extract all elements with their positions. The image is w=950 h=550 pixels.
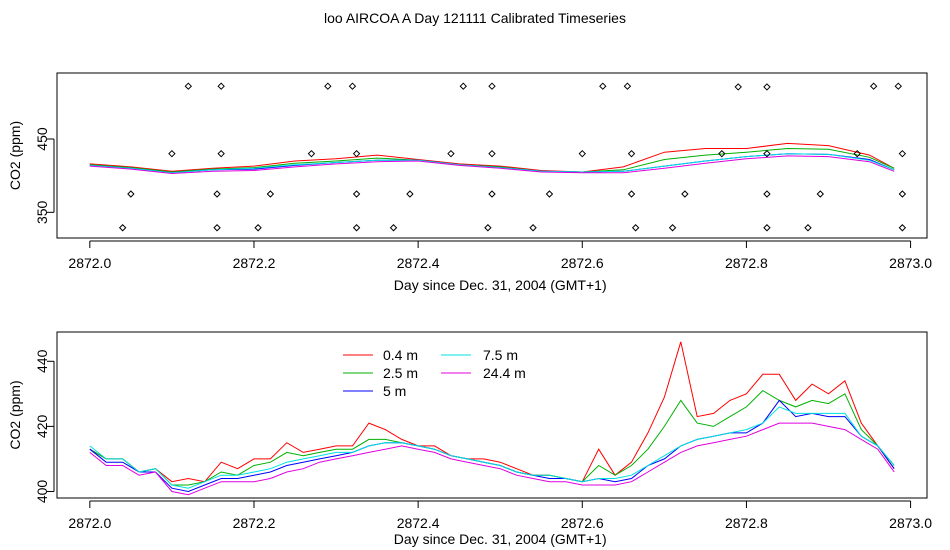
diamond-marker: [734, 83, 742, 91]
diamond-marker: [459, 82, 467, 90]
panel-1: 2872.0 2872.2 2872.4 2872.6 2872.8 2873.0 Day …: [7, 72, 932, 293]
diamond-marker: [217, 82, 225, 90]
plot-frame: [56, 72, 928, 239]
diamond-marker: [681, 190, 689, 198]
series-line-4: [89, 153, 895, 174]
y-tick-label: 420: [34, 414, 50, 438]
series-line-5: [89, 422, 895, 496]
diamond-marker: [898, 190, 907, 198]
diamond-marker: [763, 224, 771, 232]
x-tick-label: 2873.0: [889, 255, 932, 271]
diamond-marker: [898, 224, 907, 232]
diamond-marker: [627, 149, 636, 158]
y-tick-label: 440: [34, 349, 50, 373]
legend-label: 2.5 m: [383, 365, 418, 381]
diamond-marker: [668, 224, 677, 232]
series-line-1: [89, 142, 895, 173]
x-tick-label: 2872.4: [397, 255, 440, 271]
y-axis-label: CO2 (ppm): [7, 121, 23, 190]
diamond-marker: [127, 190, 135, 198]
diamond-marker: [627, 190, 636, 198]
series-line-2: [89, 389, 895, 486]
diamond-marker: [869, 82, 878, 90]
legend-label: 5 m: [383, 383, 406, 399]
diamond-marker: [763, 190, 771, 198]
x-tick-label: 2872.2: [233, 255, 276, 271]
diamond-marker: [118, 224, 127, 232]
diamond-marker: [488, 82, 496, 90]
y-axis-label: CO2 (ppm): [7, 380, 23, 449]
diamond-marker: [184, 82, 193, 90]
series-line-1: [89, 341, 895, 483]
diamond-marker: [718, 149, 726, 158]
plot-frame: [56, 331, 928, 499]
legend-label: 24.4 m: [483, 365, 526, 381]
diamond-marker: [894, 82, 902, 90]
diamond-marker: [447, 149, 455, 158]
legend: 0.4 m 2.5 m 5 m 7.5 m 24.4 m: [343, 347, 526, 399]
x-axis-label: Day since Dec. 31, 2004 (GMT+1): [394, 531, 607, 547]
diamond-marker: [168, 149, 176, 158]
diamond-marker: [213, 224, 221, 232]
diamond-marker: [804, 224, 812, 232]
x-tick-label: 2872.8: [725, 515, 768, 531]
legend-label: 0.4 m: [383, 347, 418, 363]
diamond-marker: [324, 82, 332, 90]
diamond-marker: [763, 149, 771, 158]
diamond-marker: [352, 224, 361, 232]
diamond-marker: [213, 190, 221, 198]
x-tick-label: 2872.0: [68, 515, 111, 531]
diamond-marker: [623, 82, 632, 90]
x-tick-label: 2872.2: [233, 515, 276, 531]
diamond-marker: [488, 190, 496, 198]
x-tick-label: 2872.4: [397, 515, 440, 531]
diamond-marker: [348, 82, 357, 90]
diamond-marker: [254, 224, 262, 232]
diamond-marker: [352, 190, 361, 198]
diamond-marker: [898, 149, 907, 158]
diamond-marker: [816, 190, 825, 198]
diamond-marker: [406, 190, 414, 198]
x-tick-label: 2872.6: [561, 255, 604, 271]
x-tick-label: 2872.0: [68, 255, 111, 271]
x-tick-label: 2872.8: [725, 255, 768, 271]
diamond-marker: [631, 224, 640, 232]
x-tick-label: 2873.0: [889, 515, 932, 531]
diamond-marker: [488, 149, 496, 158]
x-tick-label: 2872.6: [561, 515, 604, 531]
chart-title: loo AIRCOA A Day 121111 Calibrated Times…: [324, 10, 626, 26]
diamond-marker: [853, 149, 861, 158]
diamond-marker: [217, 149, 225, 158]
series-line-5: [89, 155, 895, 175]
diamond-marker: [389, 224, 398, 232]
panel-2: 2872.0 2872.2 2872.4 2872.6 2872.8 2873.0 Day …: [7, 331, 932, 547]
diamond-marker: [266, 190, 275, 198]
x-axis-label: Day since Dec. 31, 2004 (GMT+1): [394, 277, 607, 293]
series-line-2: [89, 147, 895, 173]
diamond-marker: [529, 224, 537, 232]
diamond-marker: [763, 83, 771, 91]
y-tick-label: 450: [34, 127, 50, 151]
diamond-marker: [307, 149, 316, 158]
y-tick-label: 350: [34, 200, 50, 224]
series-line-4: [89, 406, 895, 489]
diamond-marker: [578, 149, 586, 158]
diamond-marker: [352, 149, 361, 158]
diamond-marker: [545, 190, 554, 198]
y-tick-label: 400: [34, 480, 50, 504]
diamond-marker: [484, 224, 492, 232]
legend-label: 7.5 m: [483, 347, 518, 363]
diamond-marker: [599, 82, 607, 90]
